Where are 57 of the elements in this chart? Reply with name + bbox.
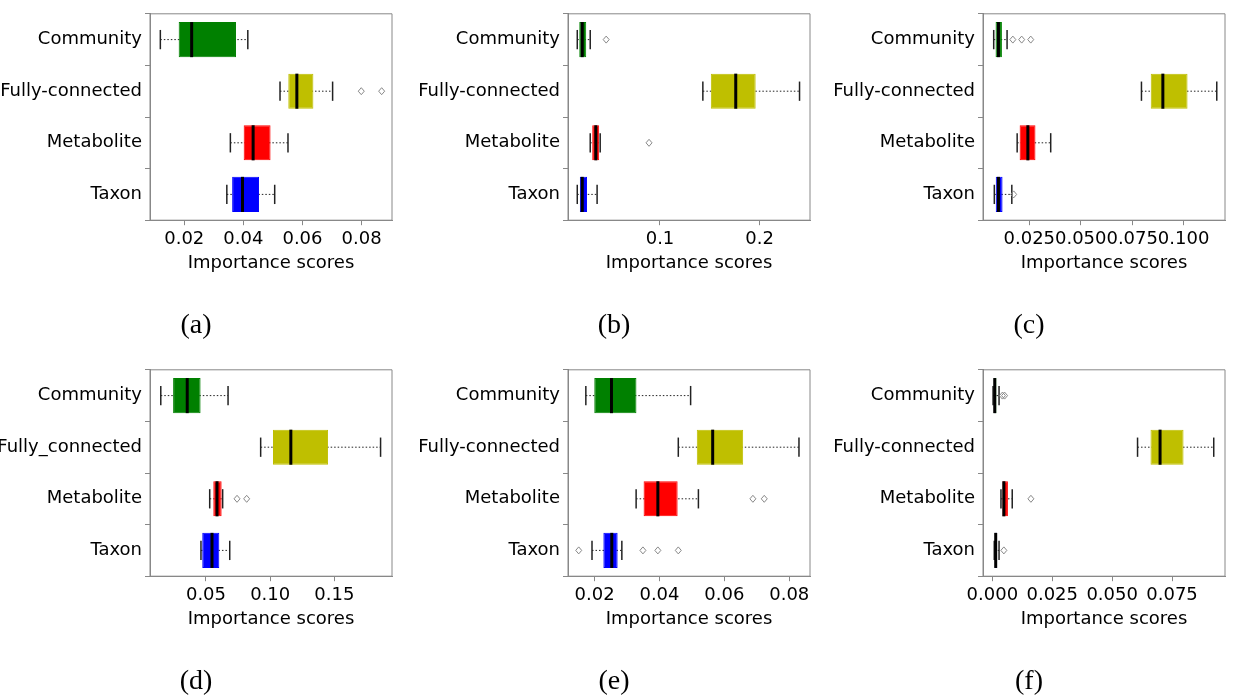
y-tick-label: Community (870, 27, 976, 49)
y-tick-label: Taxon (89, 538, 142, 560)
x-tick-label: 0.050 (1086, 582, 1138, 604)
y-tick-label: Community (455, 27, 561, 49)
y-tick-label: Fully-connected (418, 434, 560, 456)
y-tick-label: Taxon (507, 182, 560, 204)
text: (c) (1013, 307, 1045, 339)
x-tick-label: 0.02 (574, 582, 615, 604)
x-tick-label: 0.025 (1026, 582, 1079, 604)
x-tick-label: 0.025 (1003, 226, 1056, 248)
y-tick-label: Fully-connected (0, 78, 142, 100)
x-tick-label: 0.100 (1157, 226, 1210, 248)
x-axis-title: Importance scores (187, 607, 355, 629)
x-tick-label: 0.04 (223, 226, 264, 248)
x-tick-label: 0.05 (185, 582, 227, 604)
y-tick-label: Taxon (922, 182, 975, 204)
x-axis-title: Importance scores (605, 251, 773, 273)
y-tick-label: Metabolite (464, 486, 560, 508)
text: (e) (598, 663, 630, 695)
x-tick-label: 0.1 (645, 226, 675, 248)
x-tick-label: 0.02 (164, 226, 205, 248)
y-tick-label: Taxon (922, 538, 975, 560)
y-tick-label: Metabolite (46, 486, 142, 508)
y-tick-label: Metabolite (879, 130, 975, 152)
x-tick-label: 0.15 (314, 582, 355, 604)
x-tick-label: 0.075 (1146, 582, 1198, 604)
x-tick-label: 0.050 (1054, 226, 1107, 248)
x-axis-title: Importance scores (187, 251, 355, 273)
x-tick-label: 0.06 (282, 226, 323, 248)
y-tick-label: Fully-connected (418, 78, 560, 100)
y-tick-label: Fully_connected (0, 434, 142, 457)
y-tick-label: Community (37, 27, 143, 49)
text: (d) (179, 663, 213, 695)
y-tick-label: Taxon (507, 538, 560, 560)
y-tick-label: Community (455, 383, 561, 405)
y-tick-label: Fully-connected (833, 434, 975, 456)
x-tick-label: 0.075 (1106, 226, 1158, 248)
x-tick-label: 0.04 (639, 582, 680, 604)
x-tick-label: 0.000 (966, 582, 1019, 604)
x-tick-label: 0.06 (704, 582, 745, 604)
y-tick-label: Taxon (89, 182, 142, 204)
x-axis-title: Importance scores (605, 607, 773, 629)
x-axis-title: Importance scores (1020, 251, 1188, 273)
y-tick-label: Metabolite (464, 130, 560, 152)
x-tick-label: 0.08 (341, 226, 382, 248)
x-tick-label: 0.2 (745, 226, 774, 248)
text: (a) (180, 307, 212, 339)
x-tick-label: 0.10 (250, 582, 291, 604)
text: (b) (597, 307, 631, 339)
x-tick-label: 0.08 (769, 582, 810, 604)
y-tick-label: Community (870, 383, 976, 405)
y-tick-label: Community (37, 383, 143, 405)
text: (f) (1015, 663, 1043, 695)
y-tick-label: Metabolite (879, 486, 975, 508)
x-axis-title: Importance scores (1020, 607, 1188, 629)
y-tick-label: Fully-connected (833, 78, 975, 100)
y-tick-label: Metabolite (46, 130, 142, 152)
